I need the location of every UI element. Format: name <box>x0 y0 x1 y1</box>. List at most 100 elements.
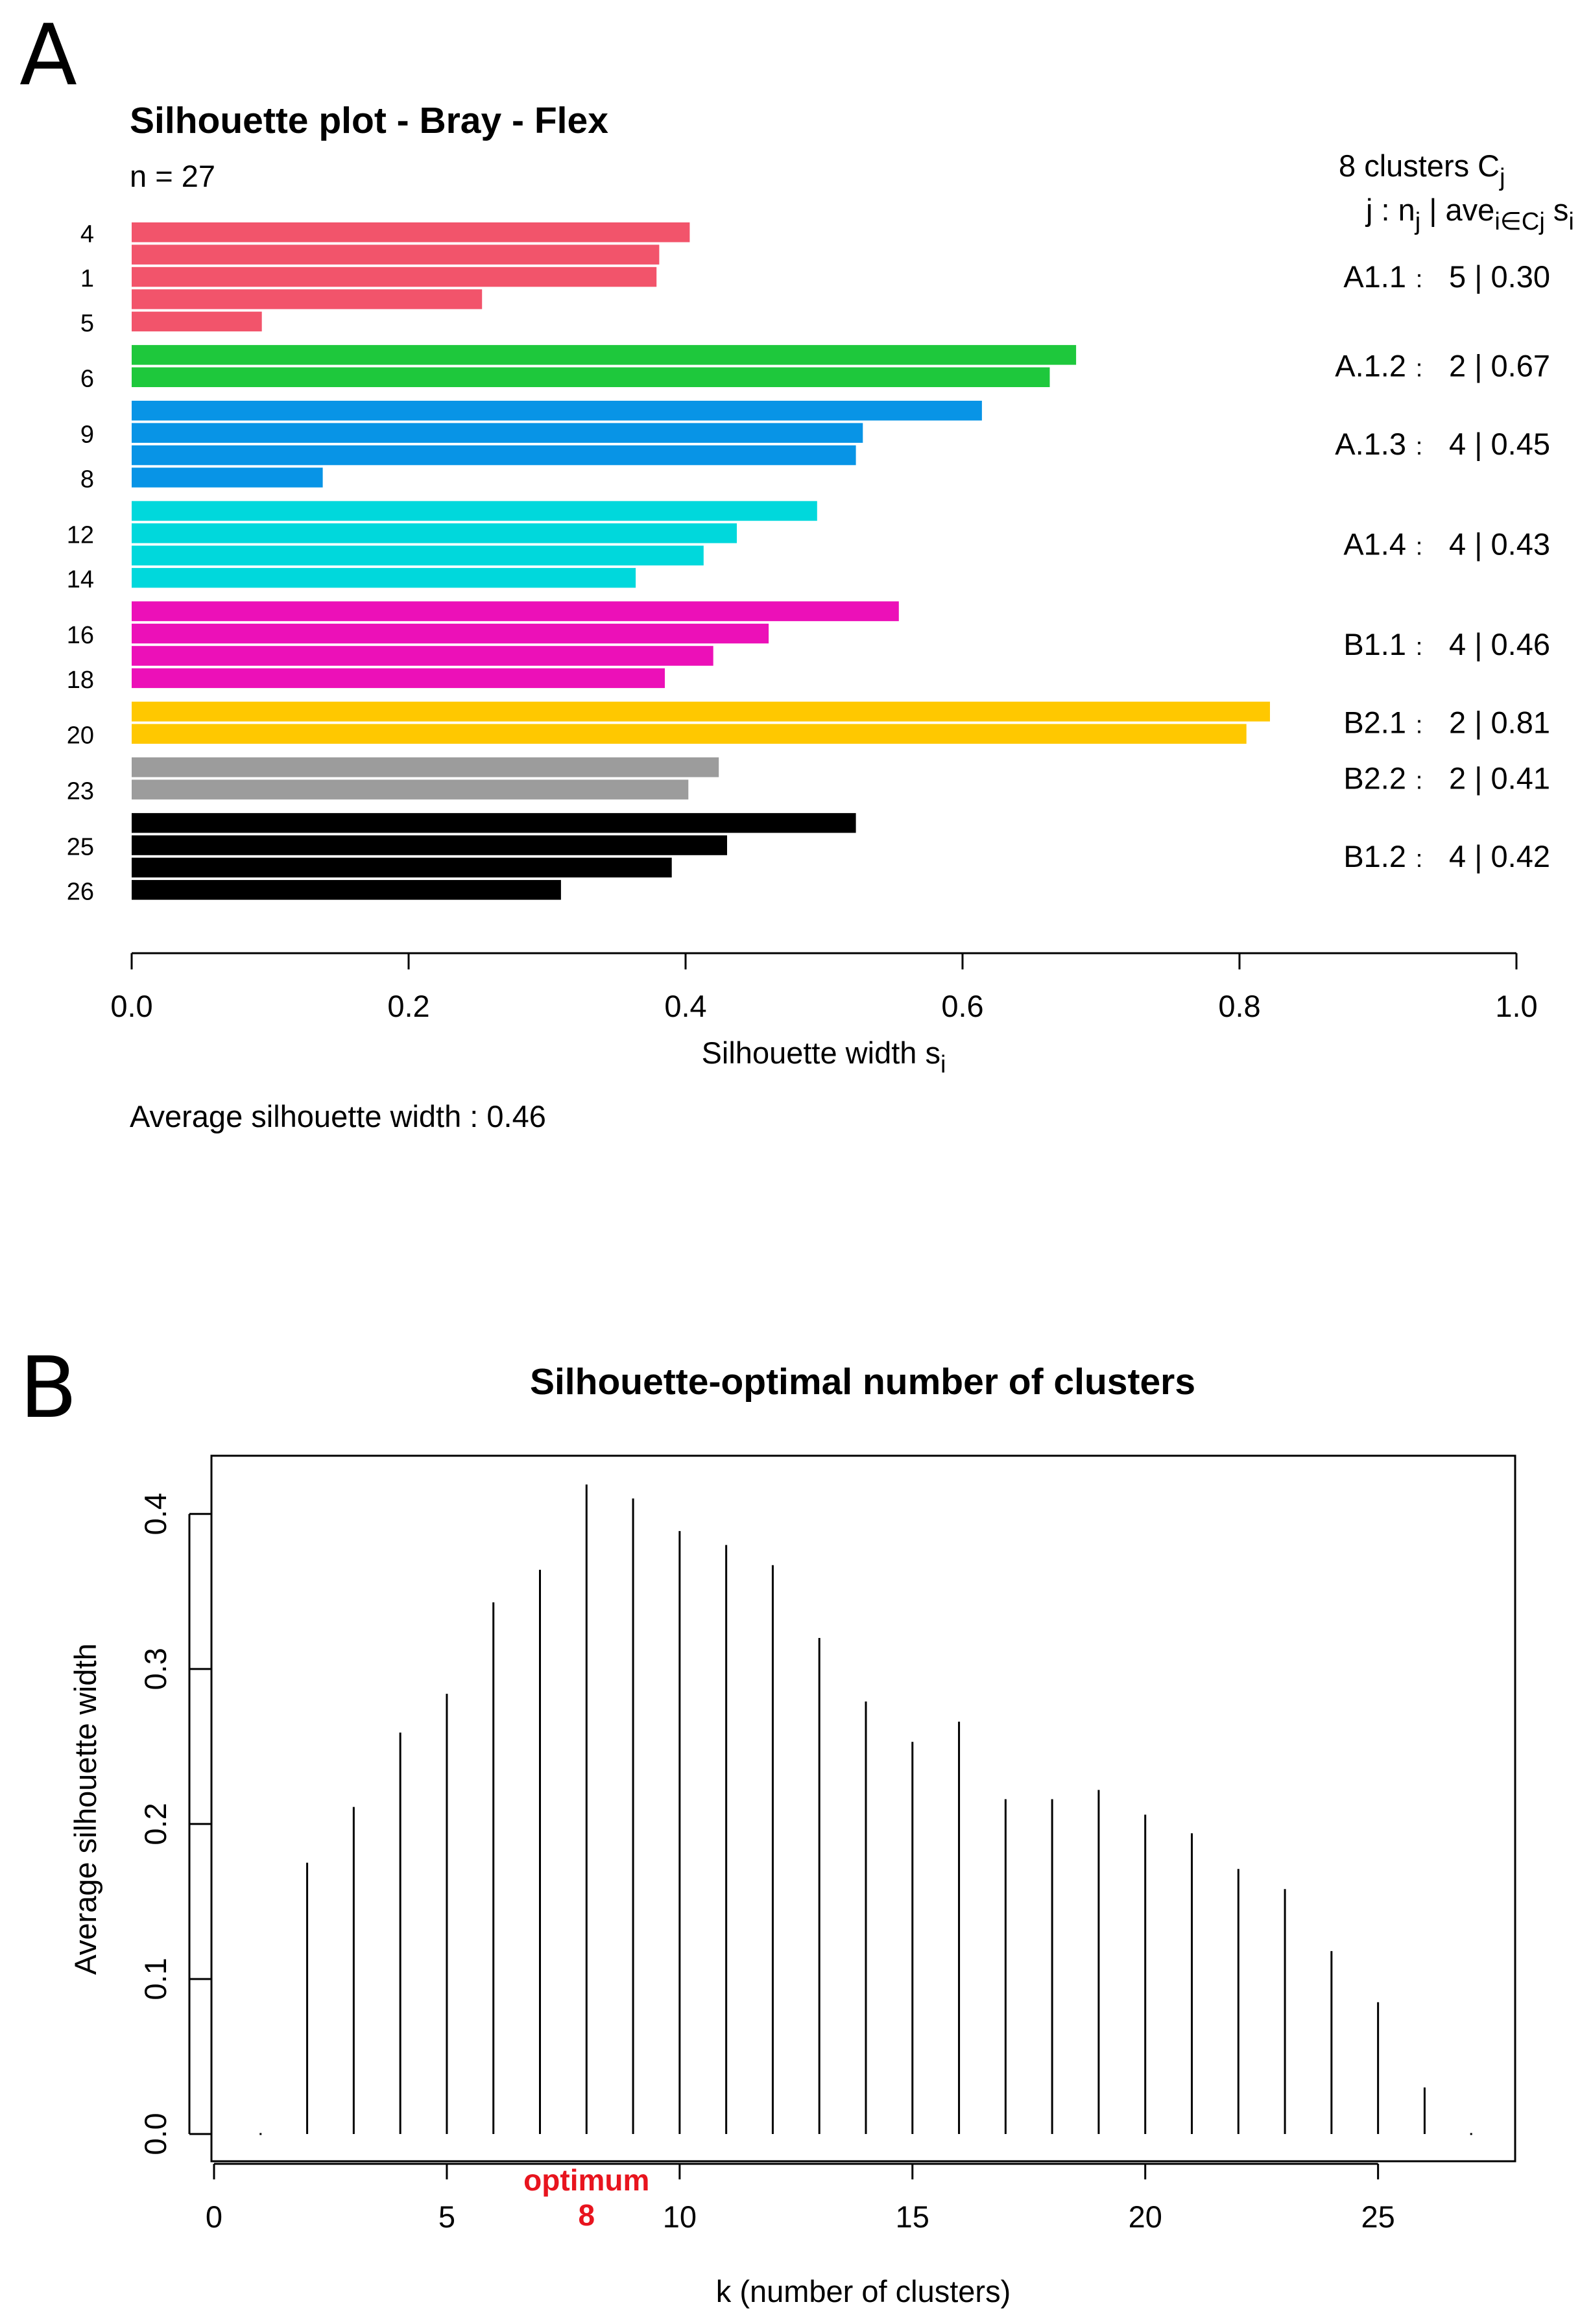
silhouette-bar <box>132 401 982 421</box>
silhouette-bar <box>132 724 1247 744</box>
cluster-name: A.1.2 <box>1335 349 1406 383</box>
x-tick-label: 20 <box>1129 2200 1162 2234</box>
k-y-axis-label: Average silhouette width <box>68 1643 102 1974</box>
k-spike <box>259 2133 262 2135</box>
silhouette-bar <box>132 311 262 332</box>
optimal-k-title: Silhouette-optimal number of clusters <box>530 1361 1195 1403</box>
cluster-separator: : <box>1416 767 1423 794</box>
silhouette-bar <box>132 567 636 588</box>
k-y-ticks: 0.0 0.1 0.2 0.3 0.4 <box>138 1493 211 2155</box>
sample-label: 25 <box>67 834 94 861</box>
silhouette-bar <box>132 757 719 777</box>
y-tick-label: 0.3 <box>138 1648 173 1690</box>
sample-label: 26 <box>67 878 94 905</box>
silhouette-bar <box>132 623 769 644</box>
y-tick-label: 0.2 <box>138 1803 173 1845</box>
silhouette-bar <box>132 812 856 833</box>
k-spikes <box>259 1484 1472 2135</box>
k-x-axis-label: k (number of clusters) <box>716 2274 1011 2308</box>
sample-label: 14 <box>67 566 94 593</box>
optimum-label: optimum <box>523 2163 649 2197</box>
cluster-stats: 2 | 0.67 <box>1449 349 1550 383</box>
silhouette-bar <box>132 857 672 878</box>
silhouette-bar <box>132 523 737 543</box>
sample-label: 6 <box>80 366 94 393</box>
silhouette-bar <box>132 702 1270 722</box>
cluster-separator: : <box>1416 534 1423 561</box>
plot-frame <box>210 1454 1516 2163</box>
x-tick-label: 1.0 <box>1495 989 1537 1023</box>
silhouette-bar <box>132 468 323 488</box>
cluster-legend: A1.1:5 | 0.30A.1.2:2 | 0.67A.1.3:4 | 0.4… <box>1335 259 1550 873</box>
x-tick-label: 5 <box>438 2200 455 2234</box>
k-spike <box>1470 2133 1472 2135</box>
silhouette-x-axis-label: Silhouette width si <box>702 1036 946 1078</box>
cluster-separator: : <box>1416 433 1423 460</box>
sample-label: 5 <box>80 310 94 337</box>
silhouette-bar <box>132 880 561 900</box>
silhouette-bar <box>132 668 665 689</box>
cluster-stats: 4 | 0.45 <box>1449 427 1550 461</box>
panel-b-letter: B <box>19 1338 77 1437</box>
k-x-ticks: 0 5 10 15 20 25 <box>206 2163 1395 2234</box>
silhouette-bar <box>132 244 660 265</box>
x-tick-label: 0 <box>206 2200 222 2234</box>
cluster-name: A1.4 <box>1343 527 1406 562</box>
silhouette-bar <box>132 501 817 521</box>
silhouette-bars <box>132 222 1270 900</box>
silhouette-bar <box>132 423 863 443</box>
x-tick-label: 10 <box>663 2200 697 2234</box>
cluster-separator: : <box>1416 712 1423 739</box>
cluster-stats: 4 | 0.46 <box>1449 627 1550 661</box>
silhouette-bar <box>132 222 690 243</box>
sample-label: 18 <box>67 667 94 694</box>
optimum-k-value: 8 <box>578 2198 595 2232</box>
y-tick-label: 0.4 <box>138 1493 173 1535</box>
average-silhouette-label: Average silhouette width : 0.46 <box>130 1099 546 1133</box>
x-tick-label: 0.6 <box>941 989 983 1023</box>
silhouette-bar <box>132 779 689 800</box>
x-tick-label: 0.0 <box>110 989 152 1023</box>
sample-label: 1 <box>80 265 94 292</box>
cluster-name: B2.1 <box>1343 706 1406 740</box>
legend-header: 8 clusters Cj j : nj | avei∈Cj si <box>1339 148 1574 235</box>
sample-label: 16 <box>67 622 94 649</box>
silhouette-bar <box>132 367 1050 387</box>
cluster-separator: : <box>1416 634 1423 661</box>
silhouette-bar <box>132 445 856 466</box>
cluster-name: B1.1 <box>1343 627 1406 661</box>
panel-a-letter: A <box>19 6 77 104</box>
panel-b: B Silhouette-optimal number of clusters … <box>19 1338 1516 2308</box>
sample-label: 8 <box>80 466 94 493</box>
y-tick-label: 0.1 <box>138 1958 173 2000</box>
x-tick-label: 0.2 <box>387 989 429 1023</box>
x-tick-label: 0.8 <box>1218 989 1260 1023</box>
silhouette-plot-title: Silhouette plot - Bray - Flex <box>130 100 608 141</box>
cluster-stats: 5 | 0.30 <box>1449 259 1550 294</box>
x-tick-label: 25 <box>1361 2200 1395 2234</box>
cluster-separator: : <box>1416 355 1423 383</box>
cluster-name: B2.2 <box>1343 761 1406 795</box>
sample-label: 9 <box>80 421 94 449</box>
silhouette-bar <box>132 267 657 287</box>
cluster-stats: 4 | 0.43 <box>1449 527 1550 562</box>
cluster-name: A.1.3 <box>1335 427 1406 461</box>
cluster-stats: 2 | 0.41 <box>1449 761 1550 795</box>
sample-label: 23 <box>67 778 94 805</box>
legend-header-line2: j : nj | avei∈Cj si <box>1365 193 1574 235</box>
silhouette-bar <box>132 601 899 621</box>
sample-label: 4 <box>80 220 94 248</box>
sample-label: 12 <box>67 521 94 549</box>
silhouette-bar <box>132 835 727 855</box>
silhouette-bar <box>132 646 713 666</box>
silhouette-bar <box>132 289 483 309</box>
silhouette-x-ticks: 0.0 0.2 0.4 0.6 0.8 1.0 <box>110 953 1538 1023</box>
sample-count-label: n = 27 <box>130 159 215 193</box>
cluster-name: B1.2 <box>1343 839 1406 873</box>
silhouette-bar <box>132 345 1077 365</box>
legend-header-line1: 8 clusters Cj <box>1339 148 1505 191</box>
silhouette-bar <box>132 545 704 565</box>
cluster-stats: 4 | 0.42 <box>1449 839 1550 873</box>
cluster-separator: : <box>1416 846 1423 873</box>
